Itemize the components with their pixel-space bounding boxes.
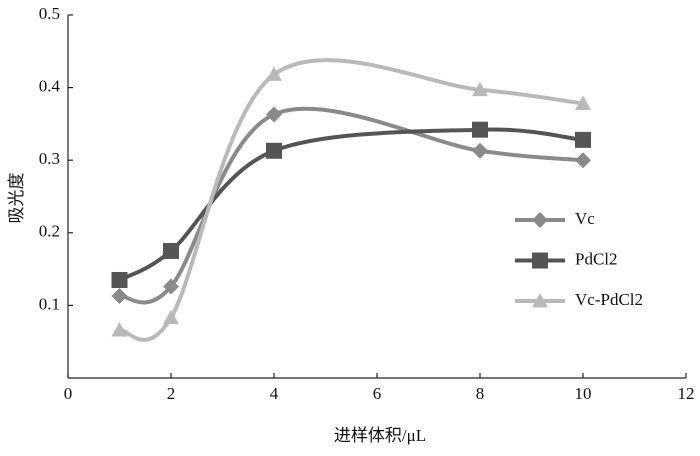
x-axis-label: 进样体积/μL: [334, 426, 426, 445]
data-point: [575, 95, 591, 110]
data-point: [266, 106, 282, 123]
legend-label: PdCl2: [575, 249, 618, 268]
data-point: [266, 142, 282, 159]
data-point: [472, 121, 488, 138]
data-point: [163, 278, 179, 295]
x-tick-label: 2: [167, 384, 176, 403]
y-tick-label: 0.1: [39, 294, 60, 313]
data-point: [472, 142, 488, 159]
legend-marker: [532, 212, 548, 228]
y-tick-label: 0.3: [39, 149, 60, 168]
data-point: [111, 271, 128, 288]
data-point: [163, 242, 179, 259]
legend-marker: [532, 293, 548, 308]
x-tick-label: 12: [678, 384, 695, 403]
data-point: [111, 322, 128, 337]
data-point: [575, 131, 591, 148]
y-axis-label: 吸光度: [7, 173, 26, 224]
legend-label: Vc-PdCl2: [575, 290, 643, 309]
x-tick-label: 0: [64, 384, 73, 403]
legend-label: Vc: [575, 209, 595, 228]
data-point: [575, 152, 591, 169]
x-tick-label: 6: [373, 384, 382, 403]
x-tick-label: 4: [270, 384, 279, 403]
series-line: [119, 58, 584, 342]
data-point: [163, 309, 179, 325]
x-tick-label: 10: [575, 384, 592, 403]
data-point: [472, 81, 488, 97]
data-point: [266, 66, 282, 81]
legend-marker: [532, 252, 548, 269]
y-tick-label: 0.4: [39, 77, 61, 96]
y-tick-label: 0.5: [39, 4, 60, 23]
y-tick-label: 0.2: [39, 222, 60, 241]
x-tick-label: 8: [476, 384, 485, 403]
data-point: [111, 287, 128, 304]
